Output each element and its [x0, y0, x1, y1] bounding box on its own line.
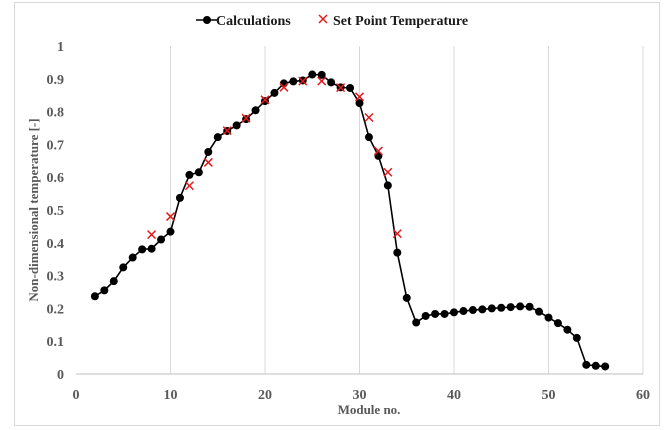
x-tick-label: 0: [73, 388, 80, 403]
chart-frame: [14, 2, 660, 426]
calculations-point: [128, 253, 137, 262]
calculations-point: [478, 305, 487, 314]
calculations-point: [506, 303, 515, 312]
series-set-point-temperature: [147, 76, 402, 240]
calculations-point: [213, 133, 222, 142]
calculations-point: [468, 306, 477, 315]
calculations-point: [412, 318, 421, 327]
set-point-marker: [354, 92, 365, 102]
x-axis-title: Module no.: [338, 402, 401, 417]
set-point-marker: [373, 146, 383, 156]
calculations-point: [440, 309, 449, 318]
y-tick-label: 0.5: [47, 204, 65, 219]
calculations-line: [94, 73, 606, 368]
calculations-point: [194, 168, 203, 177]
calculations-point: [251, 106, 260, 115]
set-point-marker: [241, 113, 251, 123]
y-tick-label: 0.6: [47, 171, 65, 186]
calculations-point: [497, 303, 506, 312]
calculations-point: [487, 304, 496, 313]
y-tick-label: 0: [57, 368, 64, 383]
calculations-point: [232, 121, 241, 130]
legend-calculations-marker: [203, 16, 211, 24]
calculations-point: [138, 245, 147, 254]
calculations-point: [261, 97, 269, 106]
calculations-point: [544, 313, 553, 322]
calculations-point: [591, 361, 600, 370]
x-tick-label: 10: [164, 388, 178, 403]
set-point-marker: [298, 76, 308, 86]
calculations-point: [308, 70, 317, 79]
calculations-point: [355, 99, 364, 108]
calculations-point: [147, 244, 156, 253]
calculations-point: [109, 277, 118, 286]
calculations-point: [185, 170, 194, 179]
legend-set-point-label: Set Point Temperature: [333, 14, 468, 29]
calculations-point: [393, 248, 402, 257]
calculations-point: [327, 78, 336, 87]
y-tick-label: 0.4: [47, 237, 65, 252]
set-point-marker: [222, 126, 232, 136]
calculations-point: [421, 311, 430, 320]
legend: Calculations Set Point Temperature: [196, 14, 468, 29]
y-tick-label: 1: [57, 40, 64, 55]
calculations-point: [601, 362, 610, 371]
calculations-point: [582, 360, 591, 369]
calculations-point: [572, 333, 581, 342]
series-calculations: [90, 70, 610, 371]
y-tick-label: 0.3: [47, 270, 65, 285]
x-tick-label: 40: [447, 388, 461, 403]
y-tick-label: 0.2: [47, 302, 65, 317]
set-point-marker: [147, 230, 157, 240]
calculations-point: [166, 227, 175, 236]
y-tick-label: 0.8: [47, 106, 65, 121]
calculations-point: [450, 308, 458, 317]
legend-set-point-marker: [318, 14, 328, 24]
set-point-marker: [317, 76, 327, 86]
y-tick-labels: 0 0.1 0.2 0.3 0.4 0.5 0.6 0.7 0.8 0.9 1: [47, 40, 65, 383]
y-tick-label: 0.7: [47, 138, 65, 153]
calculations-point: [270, 88, 279, 97]
set-point-marker: [364, 112, 374, 123]
calculations-point: [204, 147, 213, 156]
y-tick-label: 0.1: [47, 335, 65, 350]
grid-lines: [170, 46, 644, 374]
x-tick-label: 30: [353, 388, 367, 403]
calculations-point: [90, 292, 99, 301]
x-tick-label: 20: [258, 388, 272, 403]
calculations-point: [459, 307, 468, 316]
calculations-point: [431, 309, 440, 318]
y-axis-title: Non-dimensional temperature [-]: [26, 118, 41, 301]
set-point-marker: [279, 82, 289, 92]
calculations-point: [157, 235, 166, 244]
calculations-point: [364, 133, 373, 142]
legend-calculations-label: Calculations: [216, 14, 291, 29]
x-tick-labels: 0 10 20 30 40 50 60: [73, 388, 651, 403]
calculations-point: [553, 319, 562, 328]
set-point-marker: [203, 157, 213, 167]
calculations-point: [279, 79, 288, 88]
x-tick-label: 50: [542, 388, 556, 403]
y-tick-label: 0.9: [47, 73, 65, 88]
calculations-point: [100, 286, 109, 295]
set-point-marker: [392, 229, 402, 239]
x-tick-label: 60: [636, 388, 650, 403]
calculations-point: [563, 325, 572, 334]
set-point-marker: [260, 95, 270, 105]
set-point-marker: [336, 83, 346, 93]
calculations-point: [516, 302, 525, 311]
calculations-point: [119, 263, 128, 272]
calculations-point: [402, 293, 411, 302]
set-point-marker: [383, 167, 393, 177]
calculations-point: [535, 307, 544, 316]
calculations-point: [175, 193, 184, 202]
set-point-marker: [165, 212, 176, 222]
calculations-point: [317, 70, 326, 79]
set-point-marker: [184, 181, 194, 191]
calculations-point: [289, 77, 298, 86]
calculations-point: [525, 302, 534, 311]
calculations-point: [346, 83, 355, 92]
calculations-point: [383, 181, 392, 190]
